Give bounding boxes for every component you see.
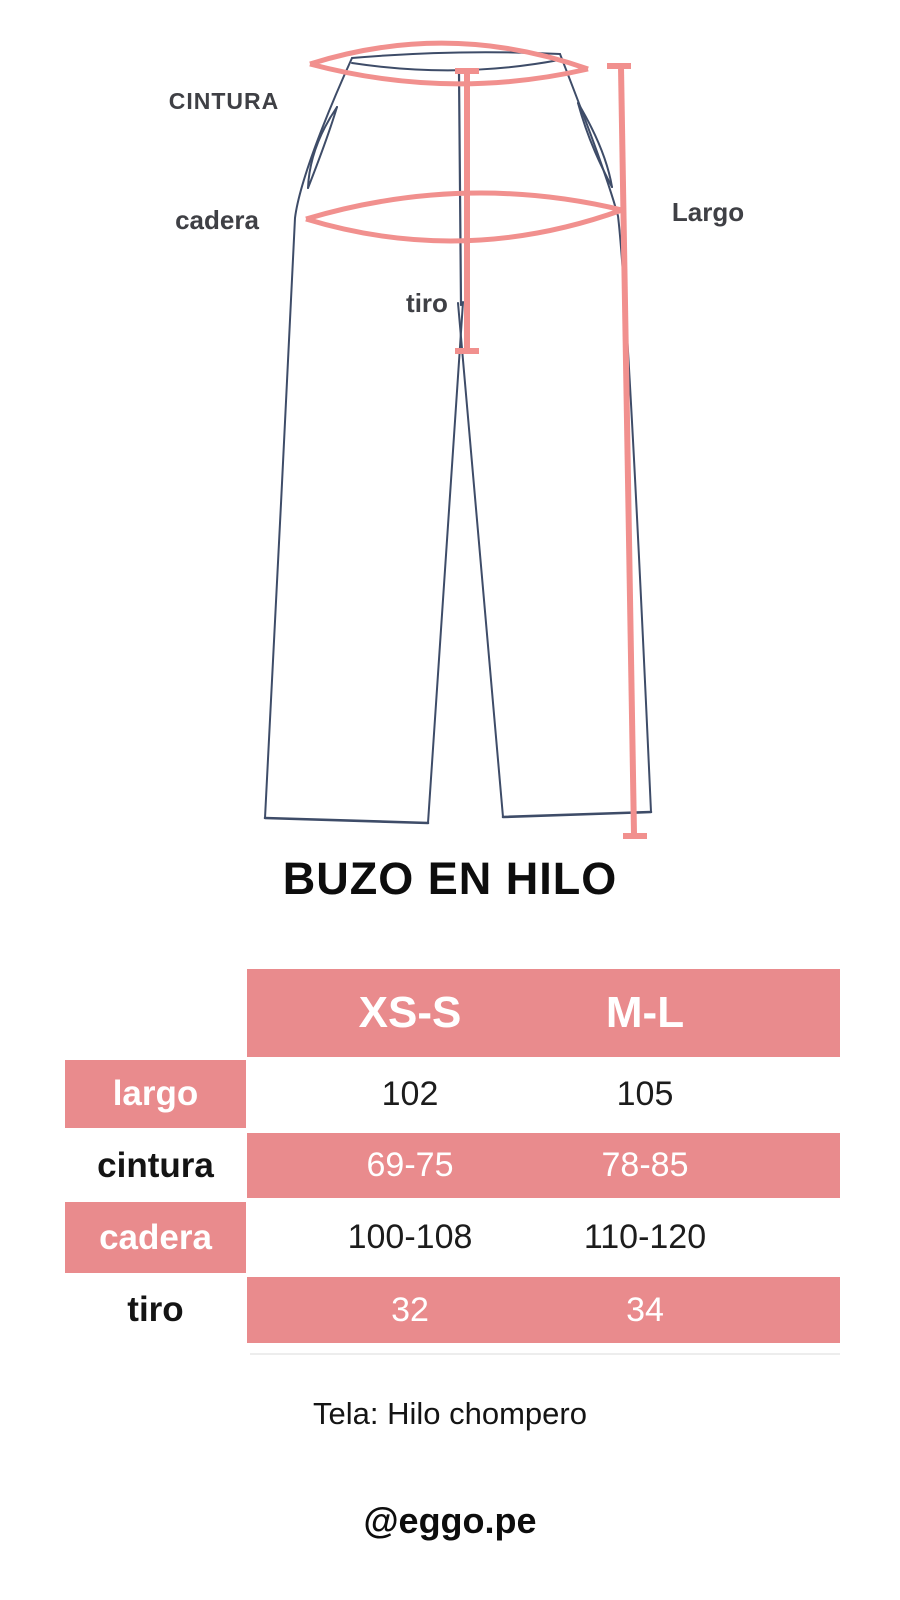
right-outer-seam [559,53,652,813]
measurement-marks [305,40,647,839]
value-largo-m-l: 105 [616,1074,674,1113]
waist-label: CINTURA [168,88,280,114]
value-cintura-m-l: 78-85 [601,1146,689,1184]
value-tiro-xs-s: 32 [391,1290,429,1329]
row-label-cintura: cintura [97,1145,214,1185]
hip-label: cadera [175,205,259,235]
value-tiro-m-l: 34 [626,1290,664,1329]
table-bottom-rule [250,1353,840,1355]
left-pocket-curve [307,106,338,189]
row-band-tiro [247,1277,840,1343]
table-header-row: XS-S M-L [247,969,840,1057]
row-band-cintura [247,1133,840,1198]
value-largo-xs-s: 102 [381,1074,439,1113]
right-inner-seam [457,302,504,818]
right-hem [501,810,653,819]
value-cintura-xs-s: 69-75 [366,1146,454,1184]
row-label-largo: largo [65,1060,246,1128]
left-outer-seam [264,57,353,819]
center-front-line [457,70,463,307]
value-cadera-m-l: 110-120 [583,1218,707,1256]
length-label: Largo [671,197,745,227]
value-cadera-xs-s: 100-108 [347,1218,473,1256]
column-header-m-l: M-L [605,988,685,1037]
page-title: BUZO EN HILO [282,853,618,904]
left-hem [263,816,430,825]
tiro-measure-line [455,68,479,354]
waist-ellipse [309,40,589,87]
right-pocket-curve-inner [577,102,613,188]
row-label-tiro: tiro [127,1290,184,1329]
column-header-xs-s: XS-S [358,988,462,1037]
pants-outline [263,51,653,825]
row-label-cadera: cadera [65,1202,246,1273]
rise-label: tiro [406,288,448,318]
largo-measure-line [607,63,647,839]
left-inner-seam [427,301,464,824]
pants-diagram [263,40,653,839]
right-pocket-curve [577,102,613,188]
left-pocket-curve-inner [307,106,338,189]
fabric-note: Tela: Hilo chompero [313,1396,587,1431]
brand-handle: @eggo.pe [363,1500,537,1541]
